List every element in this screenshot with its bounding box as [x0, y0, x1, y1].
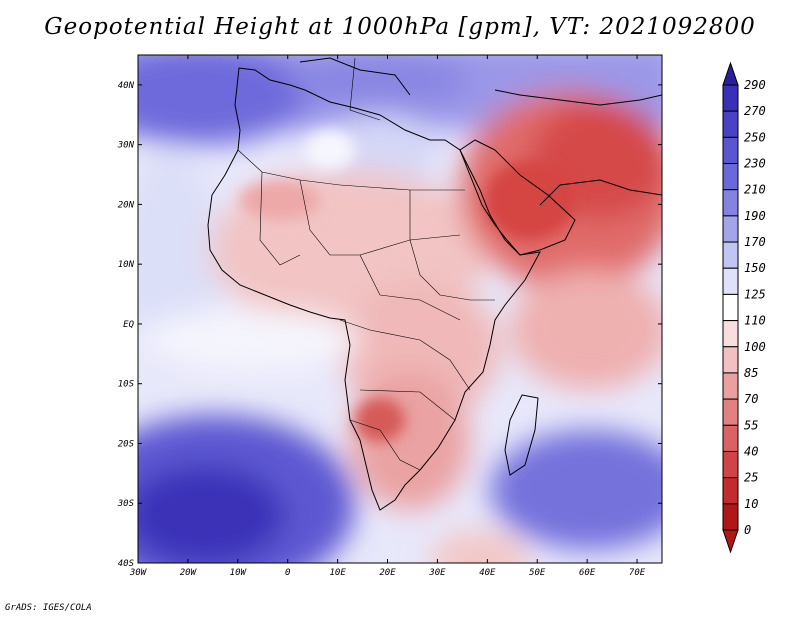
lon-label: 20E [379, 568, 396, 578]
colorbar-label: 100 [744, 340, 766, 354]
lon-label: 30E [428, 568, 446, 578]
height-field [138, 55, 662, 563]
colorbar-segment [722, 215, 739, 243]
colorbar-label: 230 [744, 157, 766, 171]
colorbar-label: 10 [744, 497, 758, 511]
colorbar-label: 0 [744, 523, 751, 537]
lon-label: 20W [180, 568, 198, 578]
colorbar-label: 210 [744, 183, 766, 197]
colorbar-segment [722, 320, 739, 348]
colorbar-segment [722, 293, 739, 322]
colorbar-segment [722, 241, 739, 269]
colorbar-top-arrow [722, 61, 739, 86]
colorbar-label: 25 [744, 471, 758, 485]
lat-label: 30S [117, 499, 135, 509]
colorbar-label: 190 [744, 209, 766, 223]
colorbar-segment [722, 372, 739, 400]
lon-label: 0 [285, 568, 290, 578]
lon-label: 30W [129, 568, 148, 578]
map-title: Geopotential Height at 1000hPa [gpm], VT… [44, 14, 756, 40]
lat-label: 40N [118, 81, 135, 91]
colorbar-segment [722, 189, 739, 217]
lon-label: 70E [629, 568, 646, 578]
colorbar-segment [722, 450, 739, 479]
colorbar-label: 170 [744, 235, 766, 249]
lon-label: 40E [479, 568, 496, 578]
colorbar-label: 70 [744, 392, 758, 406]
lon-label: 60E [579, 568, 596, 578]
credit-text: GrADS: IGES/COLA [5, 603, 92, 613]
lon-label: 50E [529, 568, 546, 578]
colorbar-label: 270 [744, 104, 766, 118]
colorbar-bottom-arrow [722, 529, 739, 554]
colorbar-segment [722, 503, 739, 531]
longitude-labels: 30W 20W 10W 0 10E 20E 30E 40E 50E 60E 70E [129, 568, 646, 578]
plot-frame [137, 54, 663, 564]
lat-label: 20N [118, 200, 135, 210]
lat-label: 10N [118, 260, 135, 270]
colorbar-label: 125 [744, 287, 766, 301]
colorbar-segment [722, 398, 739, 426]
country-borders [237, 57, 495, 471]
colorbar: 2902702502302101901701501251101008570554… [722, 61, 766, 554]
colorbar-segment [722, 267, 739, 295]
latitude-labels: 40N 30N 20N 10N EQ 10S 20S 30S 40S [117, 81, 135, 569]
axis-ticks [137, 55, 662, 564]
lat-label: 20S [118, 439, 135, 449]
colorbar-label: 290 [744, 78, 766, 92]
colorbar-segment [722, 84, 739, 112]
lon-label: 10E [329, 568, 346, 578]
lat-label: 10S [118, 380, 135, 390]
colorbar-label: 150 [744, 261, 766, 275]
colorbar-label: 110 [744, 314, 766, 328]
colorbar-label: 40 [744, 444, 758, 458]
lat-label: 40S [118, 559, 135, 569]
colorbar-segment [722, 346, 739, 374]
colorbar-segment [722, 477, 739, 505]
colorbar-segment [722, 163, 739, 191]
colorbar-segment [722, 136, 739, 165]
colorbar-label: 250 [744, 130, 766, 144]
coastlines [207, 57, 662, 511]
lat-label: EQ [123, 320, 134, 330]
colorbar-label: 85 [744, 366, 758, 380]
colorbar-segment [722, 424, 739, 452]
north-atlantic-high [138, 55, 310, 145]
colorbar-segment [722, 110, 739, 138]
lon-label: 10W [230, 568, 248, 578]
lat-label: 30N [117, 141, 135, 151]
south-indian-high [490, 430, 662, 550]
colorbar-label: 55 [744, 418, 758, 432]
